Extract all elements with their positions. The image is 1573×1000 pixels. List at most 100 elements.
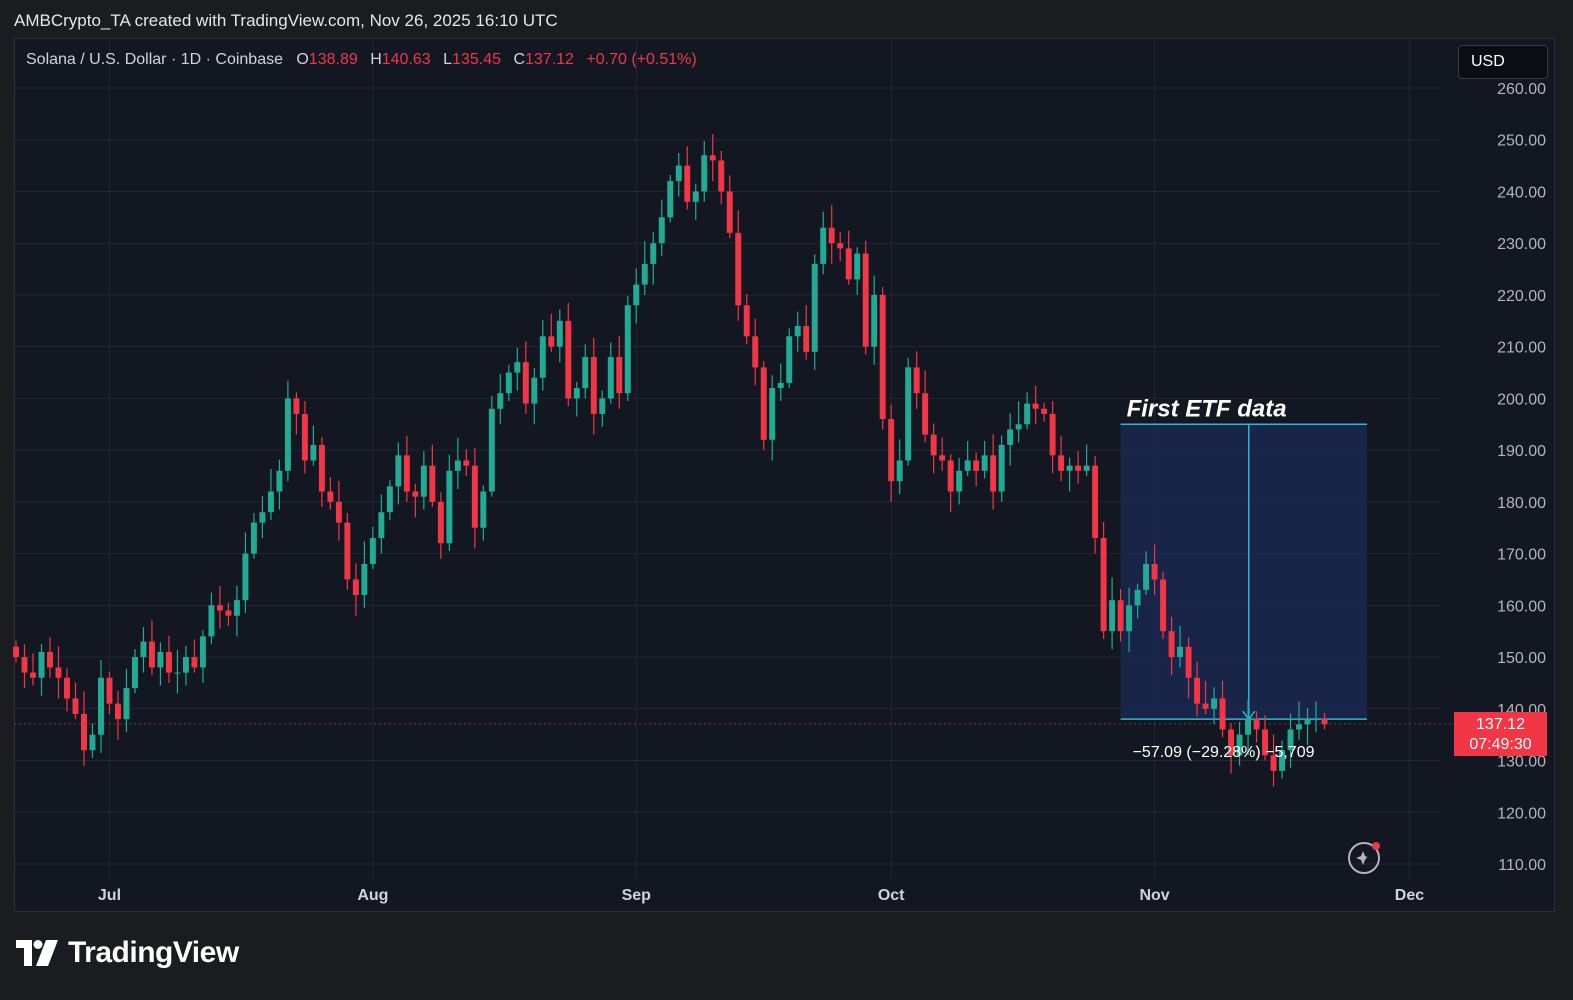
candle-body <box>1066 465 1073 471</box>
candle-body <box>803 325 810 352</box>
candle-body <box>21 657 28 673</box>
candle-body <box>964 460 971 471</box>
candle-body <box>514 362 521 373</box>
candle-body <box>743 305 750 337</box>
price-tick-label: 170.00 <box>1497 547 1546 564</box>
change-value: +0.70 (+0.51%) <box>586 51 697 68</box>
candle-body <box>1109 600 1116 632</box>
close-value: 137.12 <box>525 51 574 68</box>
bar-countdown: 07:49:30 <box>1469 736 1532 753</box>
candle-body <box>140 641 147 658</box>
candle-body <box>539 336 546 378</box>
currency-button[interactable]: USD <box>1458 45 1548 79</box>
candle-body <box>1083 465 1090 471</box>
candle-body <box>1228 729 1235 756</box>
candle-body <box>361 563 368 595</box>
candle-body <box>1041 408 1048 414</box>
candle-body <box>412 491 419 497</box>
candle-body <box>599 398 606 414</box>
candle-body <box>386 486 393 513</box>
candle-body <box>1262 729 1269 756</box>
price-tick-label: 120.00 <box>1497 805 1546 822</box>
candle-body <box>582 357 589 389</box>
price-tick-label: 250.00 <box>1497 133 1546 150</box>
candle-body <box>259 512 266 523</box>
low-value: 135.45 <box>452 51 501 68</box>
candle-body <box>471 465 478 528</box>
candle-body <box>1245 719 1252 735</box>
candle-body <box>1143 563 1150 590</box>
candle-body <box>429 465 436 502</box>
candle-body <box>862 253 869 347</box>
candle-body <box>276 470 283 492</box>
candle-body <box>684 165 691 202</box>
candle-body <box>930 434 937 456</box>
high-label: H <box>370 51 382 68</box>
candle-body <box>1185 646 1192 678</box>
candle-body <box>752 336 759 368</box>
candle-body <box>828 227 835 244</box>
candle-body <box>480 491 487 528</box>
candle-body <box>735 232 742 306</box>
candle-body <box>403 455 410 492</box>
price-tick-label: 260.00 <box>1497 81 1546 98</box>
candle-body <box>1321 719 1328 725</box>
candle-body <box>624 305 631 394</box>
price-tick-label: 110.00 <box>1498 857 1546 874</box>
candle-body <box>794 325 801 337</box>
candle-body <box>1270 755 1277 771</box>
candle-body <box>47 651 53 668</box>
candle-body <box>30 672 36 678</box>
candle-body <box>760 367 767 440</box>
candle-body <box>1304 719 1311 725</box>
candle-body <box>1160 579 1167 632</box>
tradingview-logo[interactable]: TradingView <box>16 936 239 970</box>
candle-body <box>148 641 155 668</box>
candle-body <box>225 610 232 616</box>
candle-body <box>879 294 886 420</box>
candle-body <box>1287 729 1294 751</box>
candle-body <box>905 367 912 461</box>
candle-body <box>811 263 818 352</box>
candle-body <box>726 191 733 233</box>
candle-body <box>106 677 113 704</box>
price-tick-label: 150.00 <box>1497 650 1546 667</box>
candle-body <box>1202 703 1209 709</box>
candle-body <box>327 491 334 502</box>
candle-body <box>922 393 929 435</box>
candle-body <box>157 651 164 668</box>
candle-body <box>497 393 504 409</box>
price-tick-label: 220.00 <box>1497 288 1546 305</box>
candle-body <box>446 470 453 544</box>
candle-body <box>301 413 308 461</box>
candle-body <box>1007 429 1014 445</box>
candle-body <box>590 357 597 414</box>
candle-body <box>701 155 708 192</box>
candle-body <box>990 455 997 492</box>
time-tick-label: Aug <box>357 887 388 904</box>
candle-body <box>208 605 215 637</box>
candle-body <box>216 605 223 611</box>
candlestick-series <box>13 134 1328 787</box>
candle-body <box>233 600 240 616</box>
candle-body <box>998 444 1005 492</box>
candle-body <box>114 703 121 720</box>
symbol-legend[interactable]: Solana / U.S. Dollar · 1D · Coinbase O13… <box>26 51 697 69</box>
candle-body <box>675 165 682 182</box>
candle-body <box>973 460 980 471</box>
candle-body <box>1058 455 1065 471</box>
candle-body <box>182 657 189 673</box>
candle-body <box>845 248 852 280</box>
measure-box <box>1120 424 1367 720</box>
candle-body <box>1313 719 1319 721</box>
candle-body <box>55 667 62 678</box>
candle-body <box>242 553 249 601</box>
tradingview-mark-icon <box>16 940 58 966</box>
candle-body <box>573 388 580 399</box>
candle-body <box>165 651 172 673</box>
price-tick-label: 160.00 <box>1497 598 1546 615</box>
high-value: 140.63 <box>381 51 431 68</box>
candle-body <box>352 579 359 595</box>
sparkle-assistant-icon[interactable] <box>1346 840 1382 876</box>
